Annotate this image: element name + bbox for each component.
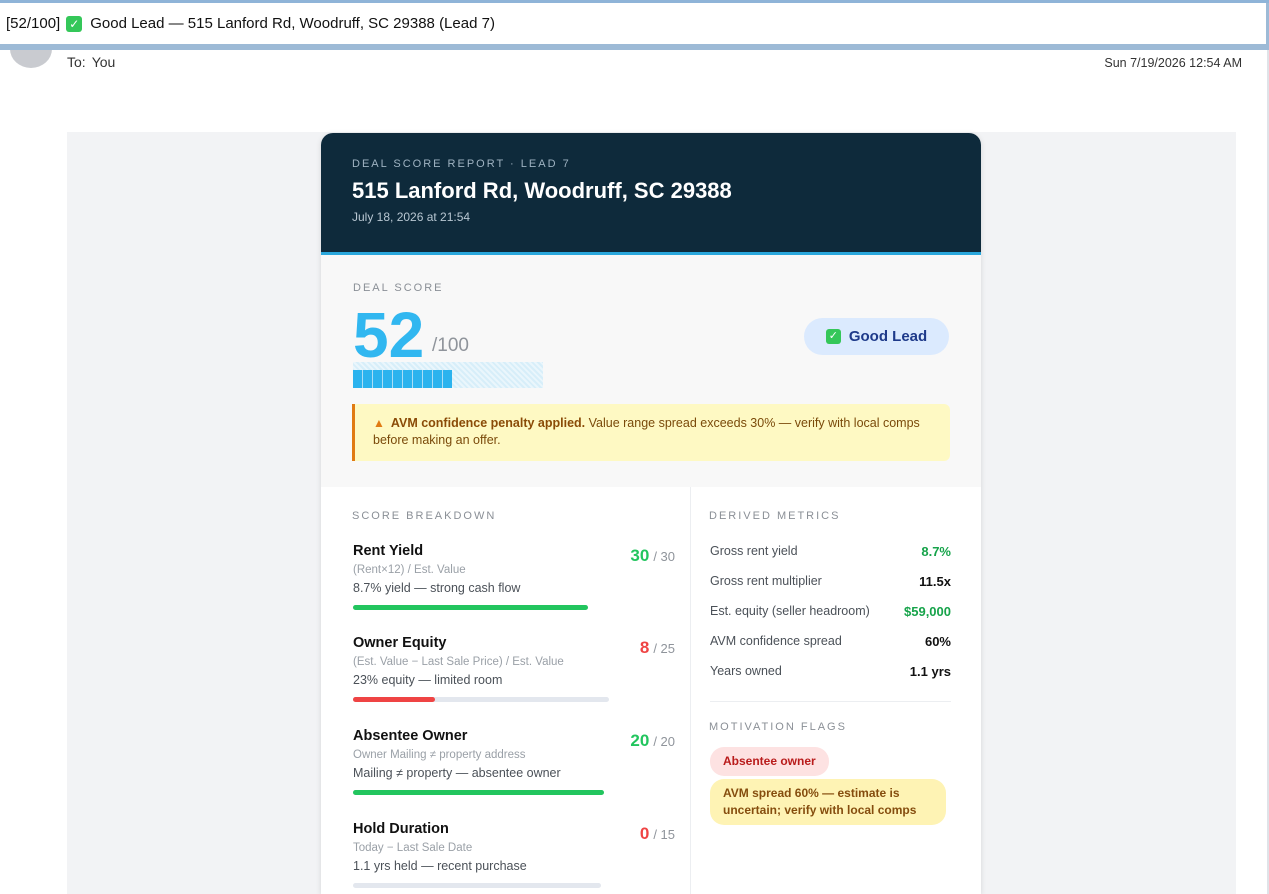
breakdown-item: Absentee Owner Owner Mailing ≠ property a… — [353, 728, 677, 795]
breakdown-bar-track — [353, 883, 601, 888]
section-divider — [710, 701, 951, 702]
metric-row: AVM confidence spread 60% — [710, 634, 951, 649]
motivation-flag: AVM spread 60% — estimate is uncertain; … — [710, 779, 946, 825]
warning-title: AVM confidence penalty applied. — [390, 416, 586, 430]
metric-value: 11.5x — [919, 574, 951, 589]
deal-report-card: DEAL SCORE REPORT · LEAD 7 515 Lanford R… — [321, 133, 981, 894]
score-eyebrow: DEAL SCORE — [353, 282, 444, 294]
breakdown-item: Hold Duration Today − Last Sale Date 1.1 y… — [353, 821, 677, 888]
breakdown-bar-fill — [353, 605, 588, 610]
breakdown-bar-track — [353, 697, 609, 702]
metric-row: Years owned 1.1 yrs — [710, 664, 951, 679]
report-header: DEAL SCORE REPORT · LEAD 7 515 Lanford R… — [321, 133, 981, 255]
metric-value: 60% — [924, 634, 951, 649]
breakdown-description: 23% equity — limited room — [353, 673, 503, 687]
metric-label: AVM confidence spread — [710, 634, 842, 648]
breakdown-bar-fill — [353, 697, 435, 702]
score-bar-fill — [353, 370, 452, 388]
breakdown-max: / 25 — [653, 641, 675, 656]
warning-text: Value range spread exceeds 30% — verify … — [373, 416, 920, 447]
deal-score-value: 52 — [353, 299, 425, 371]
breakdown-description: Mailing ≠ property — absentee owner — [353, 766, 561, 780]
metric-row: Gross rent yield 8.7% — [710, 544, 951, 559]
metrics-eyebrow: DERIVED METRICS — [709, 510, 841, 522]
breakdown-score: 0/ 15 — [640, 824, 675, 844]
metric-label: Gross rent multiplier — [710, 574, 822, 588]
motivation-flag: Absentee owner — [710, 747, 829, 776]
breakdown-title: Rent Yield — [353, 543, 424, 559]
warning-icon: ▲ — [373, 416, 385, 430]
check-icon: ✓ — [66, 15, 83, 32]
breakdown-title: Hold Duration — [353, 821, 449, 837]
breakdown-item: Rent Yield (Rent×12) / Est. Value 8.7% yie… — [353, 543, 677, 610]
breakdown-bar-fill — [353, 790, 604, 795]
breakdown-description: 8.7% yield — strong cash flow — [353, 581, 521, 595]
window-edge — [1266, 3, 1269, 44]
metric-label: Gross rent yield — [710, 544, 798, 558]
flags-eyebrow: MOTIVATION FLAGS — [709, 721, 847, 733]
metric-row: Est. equity (seller headroom) $59,000 — [710, 604, 951, 619]
lead-status-badge: ✓ Good Lead — [804, 318, 949, 355]
breakdown-max: / 15 — [653, 827, 675, 842]
subject-bar: [52/100] ✓ Good Lead — 515 Lanford Rd, W… — [0, 0, 1269, 50]
breakdown-title: Owner Equity — [353, 635, 447, 651]
breakdown-description: 1.1 yrs held — recent purchase — [353, 859, 527, 873]
recipient[interactable]: You — [91, 54, 116, 70]
metric-row: Gross rent multiplier 11.5x — [710, 574, 951, 589]
metric-value: 8.7% — [921, 544, 951, 559]
breakdown-score: 20/ 20 — [630, 731, 675, 751]
report-timestamp: July 18, 2026 at 21:54 — [352, 210, 471, 224]
metric-value: $59,000 — [904, 604, 951, 619]
breakdown-score: 30/ 30 — [630, 546, 675, 566]
breakdown-formula: Owner Mailing ≠ property address — [353, 749, 526, 761]
metric-label: Est. equity (seller headroom) — [710, 604, 870, 618]
details-section: SCORE BREAKDOWN Rent Yield (Rent×12) / Es… — [321, 487, 981, 894]
breakdown-title: Absentee Owner — [353, 728, 468, 744]
metric-label: Years owned — [710, 664, 782, 678]
lead-status-label: Good Lead — [848, 328, 928, 345]
breakdown-points: 30 — [630, 546, 650, 565]
derived-metrics: DERIVED METRICS MOTIVATION FLAGS Gross r… — [692, 487, 981, 894]
breakdown-eyebrow: SCORE BREAKDOWN — [352, 510, 497, 522]
scrollbar[interactable] — [1267, 50, 1269, 894]
breakdown-formula: (Est. Value − Last Sale Price) / Est. Va… — [353, 656, 564, 668]
breakdown-points: 0 — [639, 824, 650, 843]
property-address: 515 Lanford Rd, Woodruff, SC 29388 — [352, 178, 732, 203]
report-eyebrow: DEAL SCORE REPORT · LEAD 7 — [352, 158, 571, 170]
breakdown-max: / 20 — [653, 734, 675, 749]
breakdown-points: 8 — [639, 638, 650, 657]
breakdown-formula: (Rent×12) / Est. Value — [353, 564, 466, 576]
breakdown-item: Owner Equity (Est. Value − Last Sale Pric… — [353, 635, 677, 702]
breakdown-bar-track — [353, 790, 604, 795]
subject-text: Good Lead — 515 Lanford Rd, Woodruff, SC… — [90, 15, 495, 32]
metric-value: 1.1 yrs — [909, 664, 951, 679]
breakdown-points: 20 — [630, 731, 650, 750]
avm-warning: ▲ AVM confidence penalty applied. Value r… — [352, 404, 950, 461]
deal-score-max: /100 — [432, 335, 469, 356]
recipient-line: To: You — [67, 54, 115, 70]
score-prefix: [52/100] — [6, 15, 61, 32]
breakdown-max: / 30 — [653, 549, 675, 564]
breakdown-score: 8/ 25 — [640, 638, 675, 658]
score-breakdown: SCORE BREAKDOWN Rent Yield (Rent×12) / Es… — [321, 487, 691, 894]
sent-date: Sun 7/19/2026 12:54 AM — [1104, 56, 1242, 70]
check-icon: ✓ — [825, 329, 841, 344]
to-label: To: — [67, 54, 86, 70]
breakdown-bar-track — [353, 605, 588, 610]
breakdown-formula: Today − Last Sale Date — [353, 842, 473, 854]
